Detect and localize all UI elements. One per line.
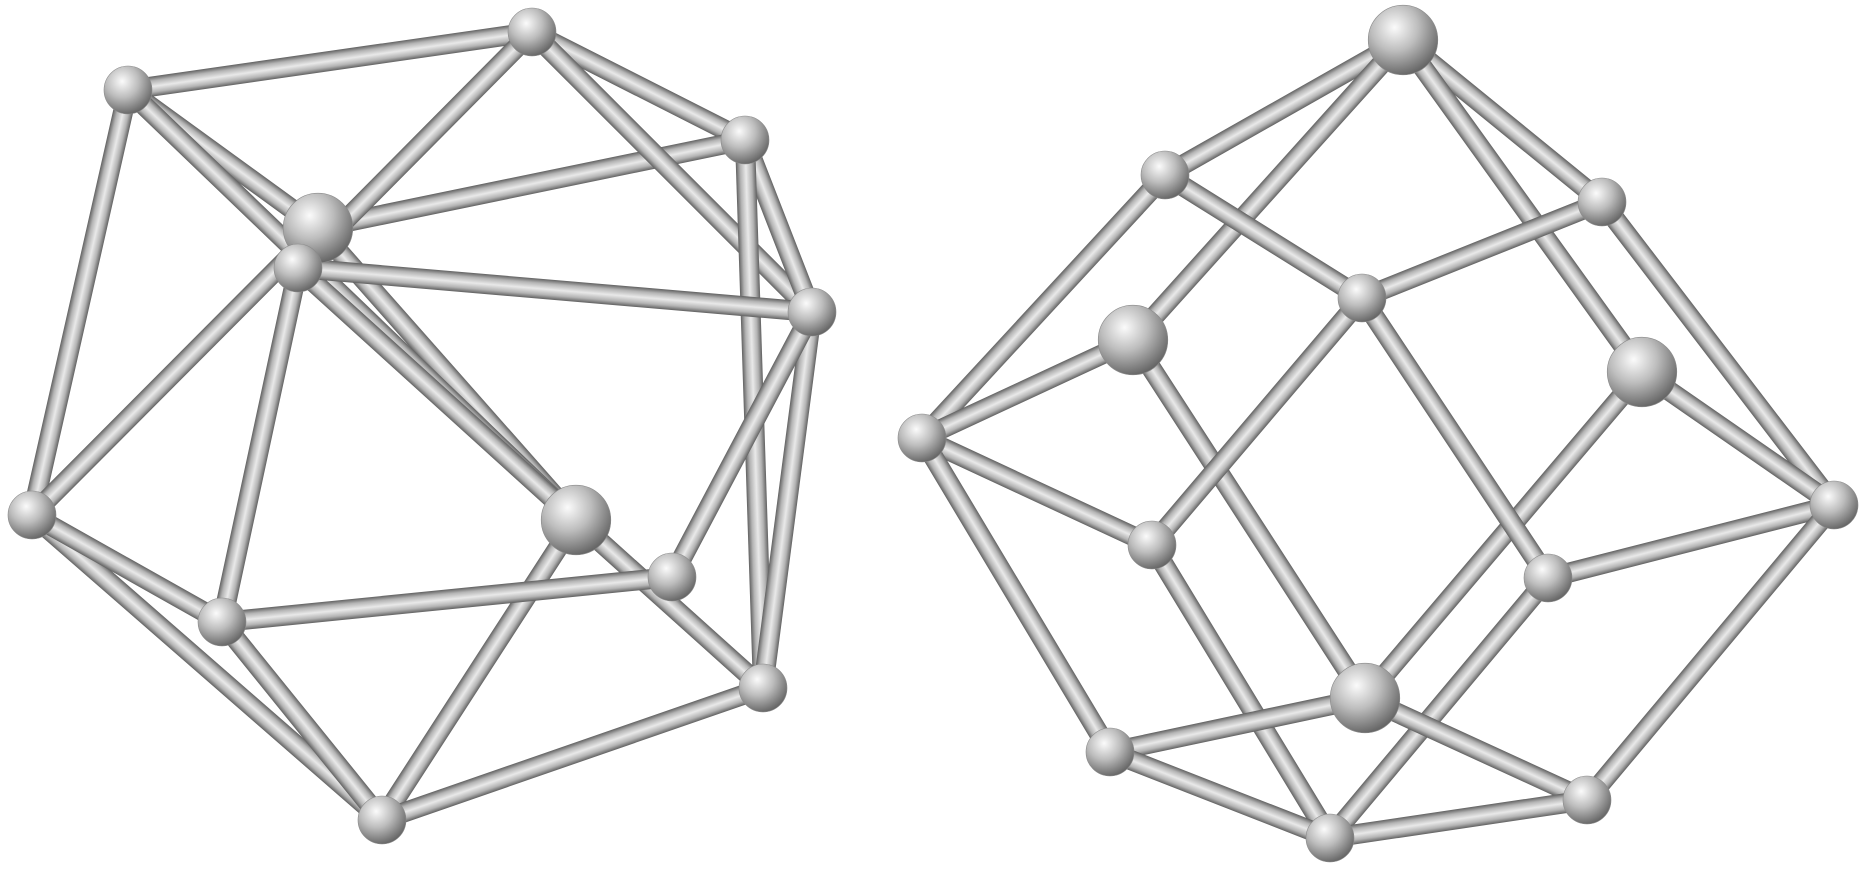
strut: [1360, 688, 1592, 810]
vertex-node: [1305, 813, 1355, 863]
strut: [1322, 571, 1556, 845]
vertex-node: [1523, 553, 1573, 603]
vertex-node: [1337, 273, 1387, 323]
strut: [524, 24, 820, 320]
strut: [527, 23, 750, 149]
vertex-node: [647, 552, 697, 602]
strut: [1125, 33, 1411, 347]
vertex-node: [787, 287, 837, 337]
vertex-node: [1127, 520, 1177, 570]
strut: [1594, 195, 1842, 512]
vertex-node: [273, 243, 323, 293]
strut: [1144, 291, 1370, 552]
strut: [22, 87, 138, 518]
strut: [1545, 495, 1837, 588]
strut: [1160, 31, 1408, 184]
strut: [24, 220, 326, 523]
strut: [753, 310, 822, 690]
vertex-node: [720, 115, 770, 165]
strut: [917, 428, 1157, 555]
vertex-node: [1577, 177, 1627, 227]
strut: [126, 22, 534, 100]
strut: [1106, 742, 1334, 848]
strut: [378, 678, 767, 830]
vertex-node: [1329, 662, 1401, 734]
strut: [315, 130, 748, 238]
vertex-node: [1606, 336, 1678, 408]
strut: [297, 258, 813, 322]
strut: [373, 514, 585, 826]
strut: [1143, 539, 1339, 844]
strut: [291, 260, 583, 528]
vertex-node: [507, 7, 557, 57]
strut: [1579, 498, 1842, 807]
strut: [214, 615, 390, 827]
vertex-node: [738, 663, 788, 713]
cuboctahedron-frame: [7, 7, 837, 845]
vertex-node: [1140, 150, 1190, 200]
strut: [914, 168, 1173, 445]
vertex-node: [103, 65, 153, 115]
strut: [663, 307, 821, 582]
strut: [1357, 365, 1650, 705]
rhombic-dodecahedron-frame: [897, 4, 1859, 863]
strut: [25, 507, 389, 828]
strut: [1107, 688, 1368, 762]
strut: [735, 136, 822, 316]
vertex-node: [1562, 775, 1612, 825]
strut: [913, 432, 1119, 758]
strut: [1358, 192, 1606, 308]
strut: [221, 567, 673, 632]
vertex-node: [357, 795, 407, 845]
strut: [212, 265, 308, 625]
vertex-node: [1367, 4, 1439, 76]
strut: [1328, 790, 1589, 848]
strut: [27, 506, 227, 631]
vertex-node: [1097, 304, 1169, 376]
vertex-node: [1809, 480, 1859, 530]
strut: [1396, 32, 1609, 210]
strut: [1159, 166, 1368, 307]
strut: [569, 512, 770, 696]
vertex-node: [7, 490, 57, 540]
vertex-node: [1085, 727, 1135, 777]
vertex-node: [197, 597, 247, 647]
strut: [1124, 334, 1374, 704]
strut: [917, 330, 1138, 448]
strut: [1636, 363, 1840, 514]
strut: [1394, 34, 1651, 378]
vertex-node: [897, 413, 947, 463]
vertex-node: [540, 484, 612, 556]
strut: [1353, 292, 1557, 584]
